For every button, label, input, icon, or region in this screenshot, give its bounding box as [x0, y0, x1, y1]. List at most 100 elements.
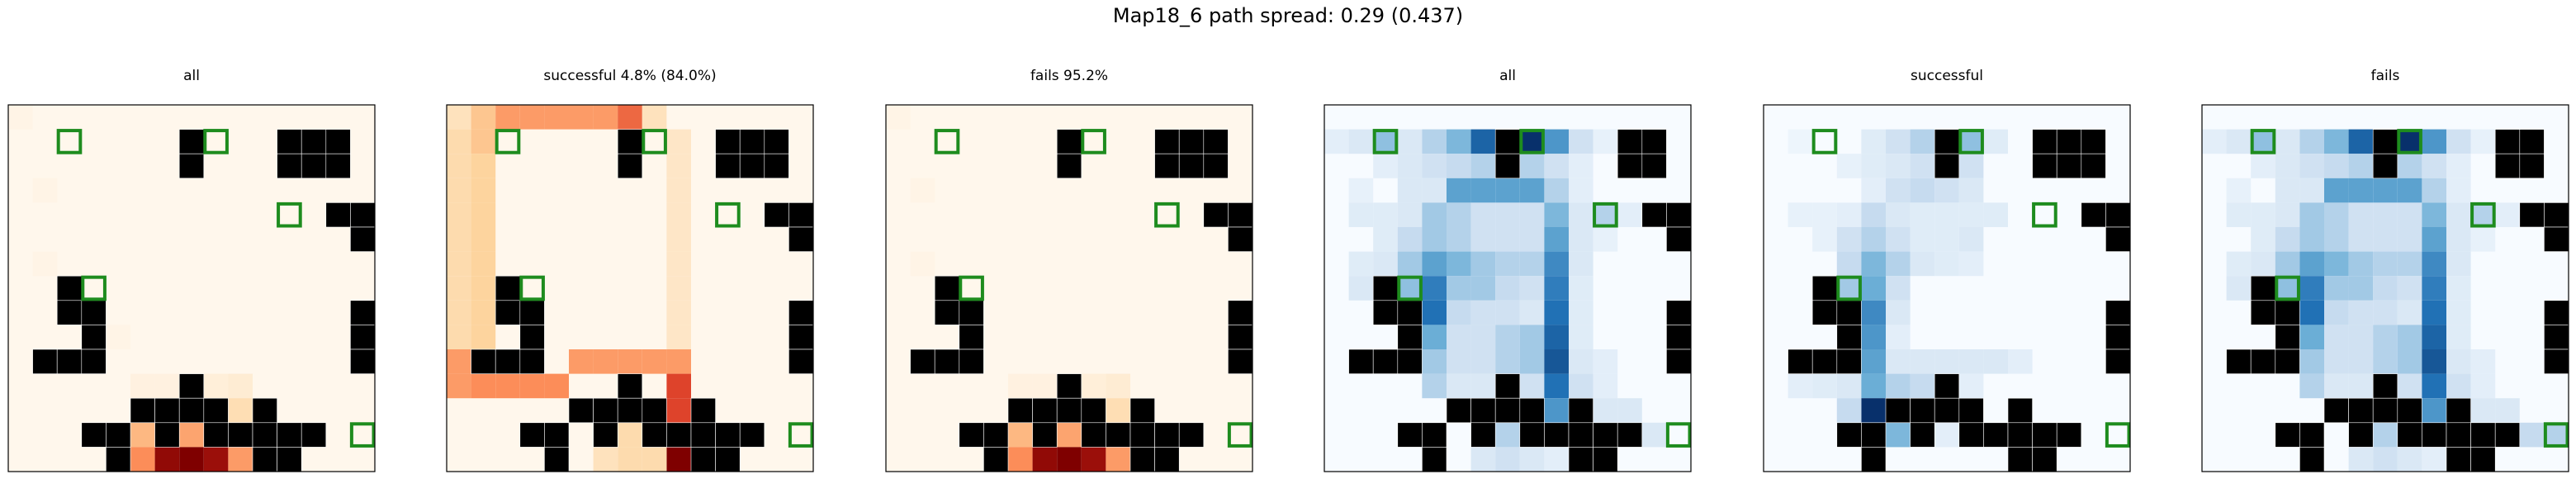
wall-cell [788, 226, 814, 252]
heat-cell [1569, 227, 1593, 252]
wall-cell [2494, 129, 2521, 154]
heat-cell [2397, 325, 2422, 349]
heat-cell [544, 105, 569, 130]
wall-cell [2275, 325, 2300, 350]
heat-cell [1910, 154, 1935, 178]
wall-cell [81, 422, 107, 448]
heat-cell [1861, 227, 1886, 252]
heat-cell [1470, 251, 1496, 277]
wall-cell [203, 397, 229, 424]
heat-cell [1934, 422, 1959, 448]
wall-cell [2275, 300, 2300, 325]
wall-cell [2105, 202, 2131, 228]
heat-cell [447, 227, 471, 252]
wall-cell [178, 129, 205, 154]
heat-cell [1397, 154, 1423, 178]
wall-cell [81, 300, 107, 325]
heat-cell [666, 373, 691, 399]
wall-cell [2544, 226, 2569, 252]
heat-cell [2008, 349, 2033, 374]
wall-cell [2081, 129, 2106, 154]
heat-cell [2373, 251, 2398, 277]
axes-frame [885, 104, 1253, 472]
heat-cell [2470, 202, 2496, 227]
heat-cell [1544, 300, 1569, 325]
heat-cell [1447, 276, 1471, 301]
wall-cell [2470, 447, 2496, 472]
heat-cell [2470, 373, 2496, 399]
wall-cell [2226, 349, 2252, 374]
heat-cell [1836, 154, 1862, 178]
heat-cell [447, 154, 471, 178]
wall-cell [1836, 349, 1862, 374]
heat-cell [1519, 373, 1545, 399]
wall-cell [2007, 422, 2033, 448]
heat-cell [1836, 202, 1862, 227]
wall-cell [178, 373, 205, 399]
wall-cell [1203, 129, 1229, 154]
heat-cell [1422, 349, 1447, 374]
wall-cell [1934, 153, 1960, 179]
heat-cell [1836, 251, 1862, 277]
heat-cell [666, 349, 691, 374]
heat-cell [1593, 227, 1618, 252]
wall-cell [1617, 153, 1643, 179]
heat-cell [1861, 398, 1886, 423]
heat-cell [2446, 202, 2471, 227]
heat-cell [666, 129, 691, 154]
goal-marker [788, 422, 814, 448]
heat-cell [1373, 202, 1398, 227]
heat-cell [2324, 227, 2349, 252]
heat-cell [1861, 251, 1886, 277]
wall-cell [642, 422, 667, 448]
heat-cell [593, 105, 618, 130]
wall-cell [1228, 226, 1253, 252]
heat-cell [1910, 373, 1935, 399]
heat-cell [1495, 227, 1520, 252]
heat-cell [1910, 227, 1935, 252]
wall-cell [519, 300, 545, 325]
wall-cell [617, 153, 643, 179]
wall-cell [1397, 422, 1423, 448]
heat-cell [1569, 202, 1593, 227]
wall-cell [1934, 129, 1960, 154]
wall-cell [1494, 129, 1521, 154]
wall-cell [1910, 397, 1935, 424]
wall-cell [2056, 153, 2082, 179]
heat-cell [2397, 178, 2422, 203]
wall-cell [325, 129, 351, 154]
heat-cell [2519, 422, 2545, 448]
heat-cell [2299, 227, 2324, 252]
goal-marker [1154, 202, 1180, 228]
goal-marker [642, 129, 667, 154]
heat-cell [1593, 373, 1618, 399]
wall-cell [301, 422, 327, 448]
heat-cell [447, 105, 471, 130]
heat-cell [2422, 178, 2446, 203]
heat-cell [666, 325, 691, 349]
heat-cell [2275, 276, 2300, 301]
wall-cell [2372, 153, 2398, 179]
wall-cell [56, 300, 83, 325]
heat-cell [471, 202, 496, 227]
heat-cell [1958, 227, 1984, 252]
heat-cell [2397, 447, 2422, 472]
wall-cell [1203, 202, 1229, 228]
heat-cell [1348, 251, 1374, 277]
wall-cell [617, 373, 643, 399]
wall-cell [325, 202, 351, 228]
wall-cell [1106, 422, 1131, 448]
panel-title-1: all [183, 68, 200, 84]
panel-title-4: all [1499, 68, 1516, 84]
heat-cell [447, 276, 471, 301]
goal-marker [81, 275, 107, 301]
heat-cell [1470, 129, 1496, 154]
heat-cell [1861, 202, 1886, 227]
heat-cell [1934, 349, 1959, 374]
heat-cell [471, 178, 496, 203]
wall-cell [1178, 422, 1205, 448]
heat-cell [2446, 227, 2471, 252]
wall-cell [2056, 422, 2082, 448]
heat-cell [1470, 349, 1496, 374]
heat-cell [2324, 300, 2349, 325]
